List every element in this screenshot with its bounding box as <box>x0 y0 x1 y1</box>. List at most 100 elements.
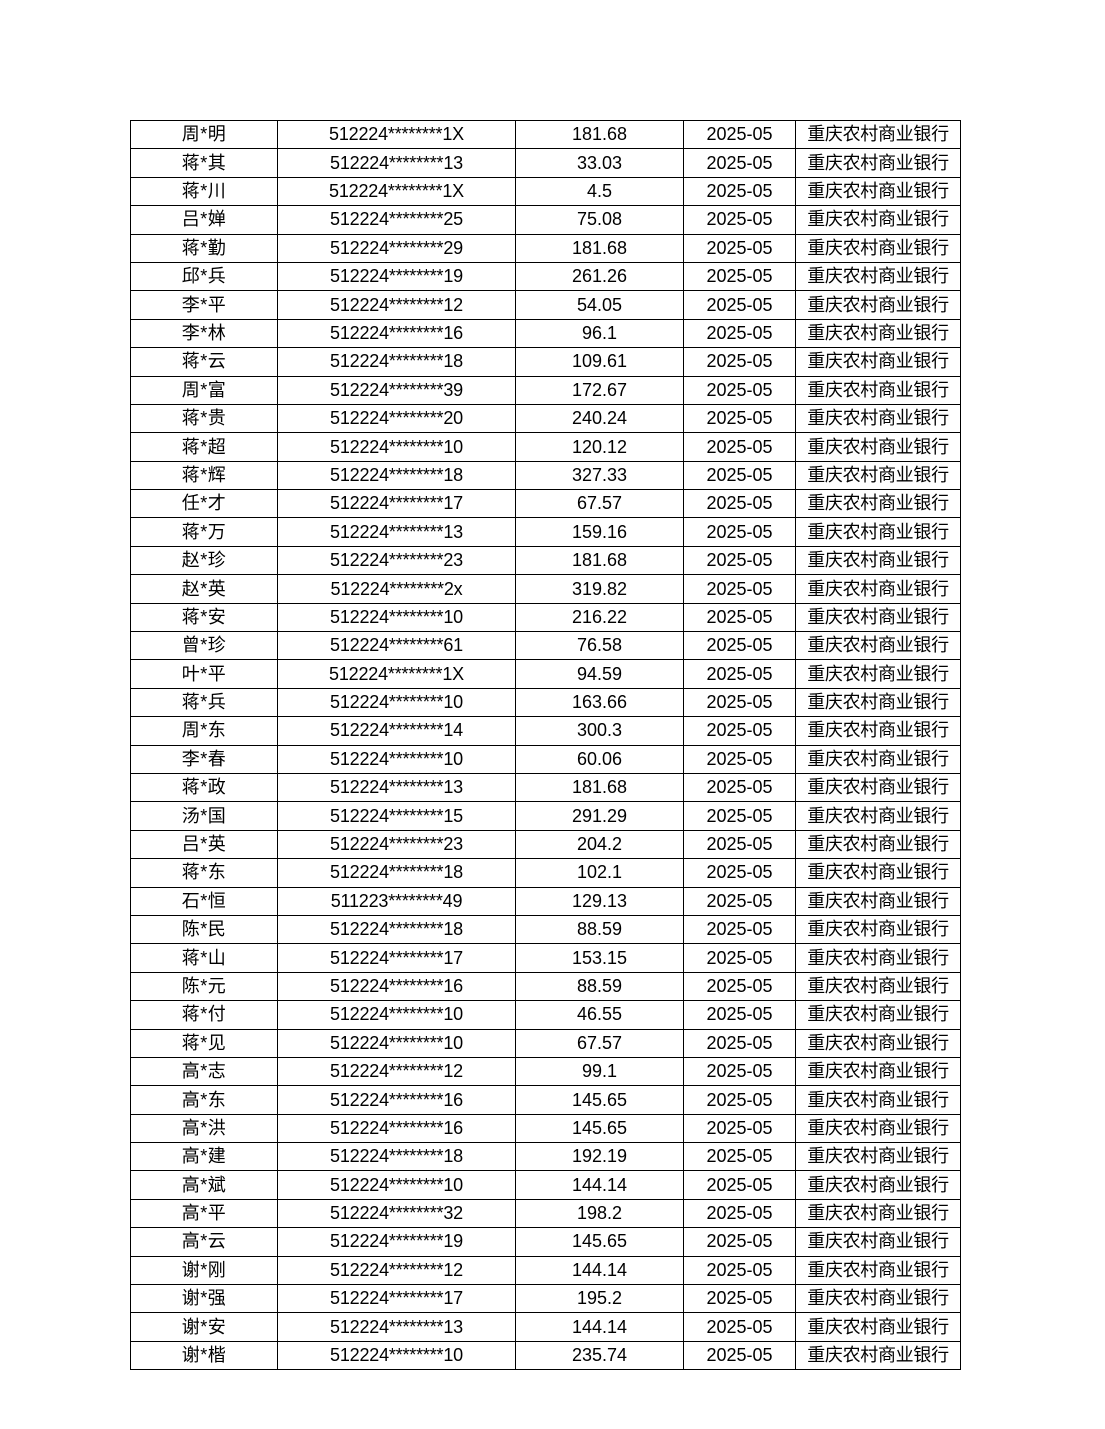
cell-id-number: 512224********1X <box>277 659 516 689</box>
cell-name: 高*云 <box>130 1227 278 1257</box>
cell-id-number: 512224********18 <box>277 914 516 945</box>
cell-id-number: 512224********18 <box>277 460 516 491</box>
cell-bank-name: 重庆农村商业银行 <box>795 1170 961 1200</box>
cell-name: 蒋*贵 <box>130 403 278 434</box>
cell-bank-name: 重庆农村商业银行 <box>795 176 961 207</box>
cell-name: 邱*兵 <box>130 261 278 292</box>
cell-bank-name: 重庆农村商业银行 <box>795 1198 961 1229</box>
cell-amount: 172.67 <box>515 375 684 405</box>
cell-bank-name: 重庆农村商业银行 <box>795 1113 961 1144</box>
cell-name: 汤*国 <box>130 801 278 831</box>
cell-period: 2025-05 <box>683 1227 796 1257</box>
cell-id-number: 512224********1X <box>277 176 516 207</box>
cell-id-number: 512224********61 <box>277 631 516 661</box>
cell-amount: 145.65 <box>515 1113 684 1144</box>
table-row: 高*洪 512224********16 145.65 2025-05 重庆农村商业银行 <box>130 1113 961 1144</box>
cell-bank-name: 重庆农村商业银行 <box>795 801 961 831</box>
cell-period: 2025-05 <box>683 375 796 405</box>
table-row: 谢*刚 512224********12 144.14 2025-05 重庆农村商业银行 <box>130 1255 961 1286</box>
table-row: 李*春 512224********10 60.06 2025-05 重庆农村商业银行 <box>130 744 961 774</box>
cell-period: 2025-05 <box>683 148 796 178</box>
cell-period: 2025-05 <box>683 1085 796 1115</box>
cell-name: 谢*安 <box>130 1312 278 1342</box>
table-row: 蒋*勤 512224********29 181.68 2025-05 重庆农村商业银行 <box>130 233 961 263</box>
cell-id-number: 512224********13 <box>277 772 516 803</box>
cell-id-number: 512224********19 <box>277 261 516 292</box>
cell-id-number: 512224********18 <box>277 347 516 377</box>
cell-name: 高*志 <box>130 1056 278 1087</box>
cell-bank-name: 重庆农村商业银行 <box>795 1284 961 1314</box>
cell-bank-name: 重庆农村商业银行 <box>795 858 961 888</box>
cell-name: 叶*平 <box>130 659 278 689</box>
table-row: 叶*平 512224********1X 94.59 2025-05 重庆农村商业银行 <box>130 659 961 689</box>
cell-bank-name: 重庆农村商业银行 <box>795 943 961 973</box>
cell-bank-name: 重庆农村商业银行 <box>795 574 961 604</box>
table-row: 高*斌 512224********10 144.14 2025-05 重庆农村商业银行 <box>130 1170 961 1200</box>
table-row: 陈*元 512224********16 88.59 2025-05 重庆农村商业银行 <box>130 971 961 1002</box>
cell-name: 蒋*云 <box>130 347 278 377</box>
table-row: 周*明 512224********1X 181.68 2025-05 重庆农村商业银行 <box>130 119 961 150</box>
cell-amount: 67.57 <box>515 489 684 519</box>
cell-period: 2025-05 <box>683 318 796 349</box>
cell-name: 高*建 <box>130 1142 278 1172</box>
cell-bank-name: 重庆农村商业银行 <box>795 687 961 718</box>
cell-name: 蒋*辉 <box>130 460 278 491</box>
cell-bank-name: 重庆农村商业银行 <box>795 261 961 292</box>
cell-bank-name: 重庆农村商业银行 <box>795 1312 961 1342</box>
cell-period: 2025-05 <box>683 1198 796 1229</box>
cell-period: 2025-05 <box>683 1284 796 1314</box>
cell-period: 2025-05 <box>683 744 796 774</box>
table-row: 高*平 512224********32 198.2 2025-05 重庆农村商业银行 <box>130 1198 961 1229</box>
cell-bank-name: 重庆农村商业银行 <box>795 659 961 689</box>
cell-amount: 181.68 <box>515 772 684 803</box>
cell-bank-name: 重庆农村商业银行 <box>795 971 961 1002</box>
cell-amount: 144.14 <box>515 1255 684 1286</box>
cell-amount: 4.5 <box>515 176 684 207</box>
table-row: 蒋*东 512224********18 102.1 2025-05 重庆农村商业银行 <box>130 858 961 888</box>
cell-amount: 319.82 <box>515 574 684 604</box>
cell-name: 周*东 <box>130 716 278 746</box>
cell-period: 2025-05 <box>683 829 796 860</box>
cell-period: 2025-05 <box>683 659 796 689</box>
cell-bank-name: 重庆农村商业银行 <box>795 205 961 235</box>
cell-period: 2025-05 <box>683 574 796 604</box>
cell-period: 2025-05 <box>683 432 796 462</box>
cell-bank-name: 重庆农村商业银行 <box>795 1142 961 1172</box>
cell-bank-name: 重庆农村商业银行 <box>795 914 961 945</box>
cell-id-number: 512224********10 <box>277 687 516 718</box>
cell-name: 高*斌 <box>130 1170 278 1200</box>
cell-period: 2025-05 <box>683 460 796 491</box>
cell-id-number: 512224********39 <box>277 375 516 405</box>
table-row: 李*林 512224********16 96.1 2025-05 重庆农村商业银行 <box>130 318 961 349</box>
cell-period: 2025-05 <box>683 1340 796 1371</box>
cell-amount: 261.26 <box>515 261 684 292</box>
cell-period: 2025-05 <box>683 261 796 292</box>
cell-name: 蒋*政 <box>130 772 278 803</box>
table-row: 蒋*付 512224********10 46.55 2025-05 重庆农村商业银行 <box>130 1000 961 1030</box>
cell-period: 2025-05 <box>683 1028 796 1058</box>
cell-amount: 327.33 <box>515 460 684 491</box>
cell-name: 高*洪 <box>130 1113 278 1144</box>
cell-id-number: 512224********19 <box>277 1227 516 1257</box>
cell-id-number: 512224********1X <box>277 119 516 150</box>
cell-name: 任*才 <box>130 489 278 519</box>
cell-period: 2025-05 <box>683 489 796 519</box>
cell-name: 谢*刚 <box>130 1255 278 1286</box>
cell-bank-name: 重庆农村商业银行 <box>795 1085 961 1115</box>
cell-id-number: 512224********10 <box>277 1028 516 1058</box>
cell-amount: 181.68 <box>515 233 684 263</box>
cell-id-number: 512224********16 <box>277 1113 516 1144</box>
cell-name: 蒋*川 <box>130 176 278 207</box>
cell-id-number: 512224********13 <box>277 148 516 178</box>
cell-amount: 235.74 <box>515 1340 684 1371</box>
cell-id-number: 512224********10 <box>277 432 516 462</box>
table-row: 邱*兵 512224********19 261.26 2025-05 重庆农村商业银行 <box>130 261 961 292</box>
cell-bank-name: 重庆农村商业银行 <box>795 744 961 774</box>
cell-period: 2025-05 <box>683 119 796 150</box>
cell-amount: 181.68 <box>515 119 684 150</box>
cell-amount: 159.16 <box>515 517 684 547</box>
cell-period: 2025-05 <box>683 1170 796 1200</box>
cell-id-number: 512224********17 <box>277 489 516 519</box>
cell-id-number: 512224********2x <box>277 574 516 604</box>
cell-bank-name: 重庆农村商业银行 <box>795 233 961 263</box>
